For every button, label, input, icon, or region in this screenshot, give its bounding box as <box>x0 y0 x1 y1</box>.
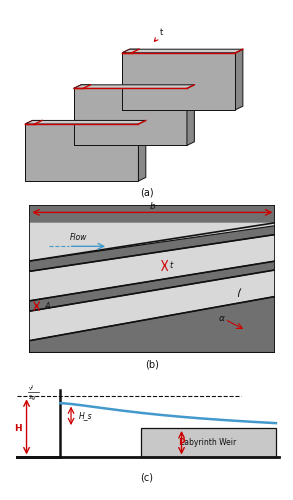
Text: t: t <box>170 262 173 270</box>
Polygon shape <box>122 52 236 110</box>
Text: Flow: Flow <box>70 233 87 242</box>
Polygon shape <box>29 261 275 311</box>
Polygon shape <box>29 270 275 340</box>
Polygon shape <box>187 85 194 146</box>
Polygon shape <box>236 49 243 110</box>
Polygon shape <box>74 88 83 146</box>
Text: Labyrinth Weir: Labyrinth Weir <box>180 438 237 447</box>
Polygon shape <box>132 49 139 110</box>
Polygon shape <box>122 49 243 52</box>
Polygon shape <box>29 234 275 301</box>
Polygon shape <box>138 120 146 181</box>
Text: α: α <box>218 314 224 323</box>
Polygon shape <box>29 296 275 352</box>
Bar <box>141 428 276 458</box>
Text: b: b <box>149 202 155 210</box>
Text: 2g: 2g <box>28 395 35 400</box>
Polygon shape <box>122 52 132 110</box>
Polygon shape <box>29 222 275 261</box>
Text: v²: v² <box>28 386 34 392</box>
Polygon shape <box>25 124 35 181</box>
Text: H_s: H_s <box>79 411 93 420</box>
Polygon shape <box>122 49 139 52</box>
Polygon shape <box>35 120 42 181</box>
Text: H: H <box>14 424 22 432</box>
Polygon shape <box>25 124 138 181</box>
Polygon shape <box>74 85 91 88</box>
Text: (b): (b) <box>145 360 159 370</box>
Text: t: t <box>154 28 163 42</box>
Polygon shape <box>29 226 275 272</box>
Text: P: P <box>178 438 185 447</box>
Text: (c): (c) <box>140 472 153 482</box>
Polygon shape <box>74 85 194 88</box>
Polygon shape <box>25 120 146 124</box>
Polygon shape <box>74 88 187 146</box>
Text: (a): (a) <box>140 188 153 198</box>
Text: A: A <box>44 302 50 310</box>
Polygon shape <box>83 85 91 146</box>
Bar <box>29 205 275 222</box>
Polygon shape <box>25 120 42 124</box>
